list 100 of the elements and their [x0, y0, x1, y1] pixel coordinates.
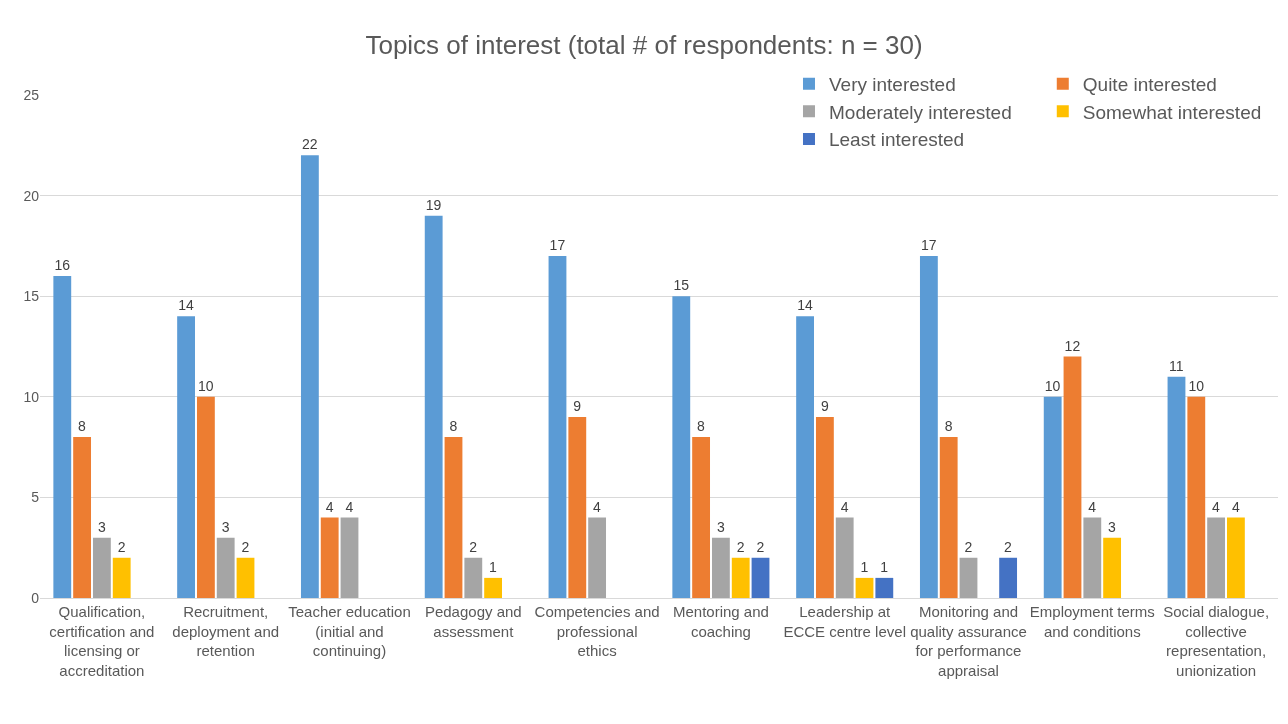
data-label: 2: [469, 538, 478, 555]
bar: [711, 537, 730, 598]
bar: [92, 537, 111, 598]
data-label: 16: [54, 257, 71, 274]
bar: [112, 557, 131, 598]
bar: [875, 577, 894, 598]
legend-label: Very interested: [828, 74, 956, 96]
data-label: 11: [1169, 357, 1184, 374]
legend-label: Quite interested: [1082, 74, 1217, 96]
data-label: 12: [1064, 337, 1081, 354]
data-label: 10: [1044, 377, 1061, 394]
data-label: 1: [880, 558, 889, 575]
data-label: 4: [1088, 498, 1097, 515]
data-label: 8: [449, 418, 458, 435]
legend-label: Least interested: [828, 129, 965, 151]
data-label: 4: [593, 498, 602, 515]
bar: [464, 557, 483, 598]
bar: [1043, 396, 1062, 598]
bar: [1063, 356, 1082, 598]
x-tick-label: Leadership at ECCE centre level: [783, 603, 906, 640]
x-tick-label: Mentoring and coaching: [672, 603, 769, 640]
bar: [484, 577, 503, 598]
bar: [444, 437, 463, 598]
data-label: 14: [178, 297, 194, 314]
data-label: 4: [325, 498, 334, 515]
data-label: 3: [716, 518, 725, 535]
y-tick-label: 5: [31, 489, 40, 506]
data-label: 17: [549, 236, 566, 253]
bar: [796, 316, 814, 598]
bar: [672, 296, 691, 598]
data-label: 3: [221, 518, 230, 535]
data-label: 8: [78, 418, 87, 435]
bar: [999, 557, 1018, 598]
x-tick-label: Competencies and professional ethics: [534, 603, 660, 659]
data-label: 2: [241, 538, 250, 555]
data-label: 3: [1108, 518, 1117, 535]
bar: [855, 577, 874, 598]
data-label: 2: [117, 538, 126, 555]
data-label: 4: [1212, 498, 1221, 515]
bar: [1103, 537, 1122, 598]
data-label: 9: [573, 397, 582, 414]
data-label: 2: [736, 538, 745, 555]
legend-label: Moderately interested: [828, 101, 1012, 123]
data-label: 22: [301, 136, 318, 153]
y-tick-label: 25: [23, 86, 40, 103]
data-label: 4: [840, 498, 849, 515]
legend-label: Somewhat interested: [1082, 101, 1262, 123]
bar: [1226, 517, 1245, 598]
y-tick-label: 0: [31, 589, 40, 606]
bar: [236, 557, 255, 598]
x-tick-label: Teacher education (initial and continuing): [288, 603, 411, 659]
data-label: 8: [944, 418, 953, 435]
bar: [1207, 517, 1226, 598]
bar: [53, 276, 72, 598]
data-label: 4: [1231, 498, 1240, 515]
x-tick-label: Recruitment, deployment and retention: [172, 603, 280, 659]
data-label: 2: [756, 538, 765, 555]
bar: [835, 517, 854, 598]
data-label: 4: [345, 498, 354, 515]
bar: [548, 255, 567, 598]
y-tick-label: 10: [23, 388, 40, 405]
x-tick-label: Pedagogy and assessment: [424, 603, 522, 640]
y-tick-label: 20: [23, 187, 40, 204]
data-label: 8: [697, 418, 706, 435]
bar: [751, 557, 770, 598]
data-label: 14: [797, 297, 813, 314]
bar: [1187, 396, 1206, 598]
data-label: 9: [820, 397, 829, 414]
bar: [959, 557, 978, 598]
y-tick-label: 15: [23, 288, 40, 305]
bar: [1167, 376, 1186, 598]
bar: [216, 537, 235, 598]
bar: [1083, 517, 1102, 598]
data-label: 10: [198, 377, 214, 394]
bar: [424, 215, 443, 598]
bar: [692, 437, 711, 598]
bar: [568, 416, 587, 598]
x-tick-label: Employment terms and conditions: [1029, 603, 1155, 640]
data-label: 1: [860, 558, 869, 575]
bar: [300, 155, 319, 598]
x-tick-label: Social dialogue, collective representation, unionization: [1163, 603, 1270, 679]
data-label: 19: [425, 196, 442, 213]
bar: [919, 255, 938, 598]
bar: [196, 396, 215, 598]
bar: [177, 316, 195, 598]
data-label: 1: [489, 558, 498, 575]
data-label: 2: [964, 538, 973, 555]
chart-title: Topics of interest (total # of respondents: n = 30): [365, 30, 923, 61]
data-label: 2: [1004, 538, 1013, 555]
data-label: 15: [673, 277, 690, 294]
bar: [731, 557, 750, 598]
bar: [320, 517, 339, 598]
bar: [815, 416, 834, 598]
bar: [340, 517, 359, 598]
bar: [939, 437, 958, 598]
data-label: 10: [1188, 377, 1205, 394]
bar: [73, 437, 92, 598]
data-label: 17: [920, 236, 937, 253]
data-label: 3: [97, 518, 106, 535]
x-tick-label: Monitoring and quality assurance for performance appraisal: [910, 603, 1027, 679]
